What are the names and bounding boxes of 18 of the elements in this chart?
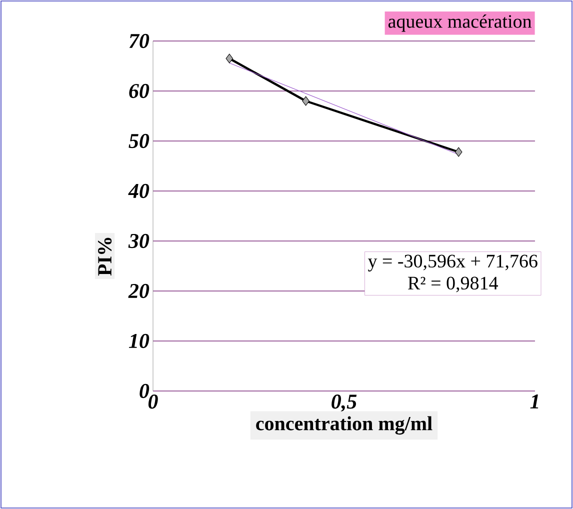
y-tick-label: 20 [128,284,150,298]
y-tick-label: 30 [128,234,150,248]
x-tick-label: 0,5 [332,394,357,412]
point [454,147,462,157]
text: aqueux macération [388,14,532,32]
x-axis-title: concentration mg/ml [256,416,432,435]
y-axis-title: PI% [98,238,112,276]
y-tick-label: 60 [129,84,150,98]
point [302,96,310,106]
y-tick-label: 10 [128,334,150,348]
annotation: y = -30,596x + 71,766 [368,254,538,272]
point [226,54,234,64]
y-tick-label: 40 [128,184,150,198]
annotation: R² = 0,9814 [408,276,498,292]
y-tick-label: 0 [140,384,150,398]
y-tick-label: 50 [128,134,150,148]
x-tick-label: 1 [530,394,538,408]
y-tick-label: 70 [129,34,150,48]
